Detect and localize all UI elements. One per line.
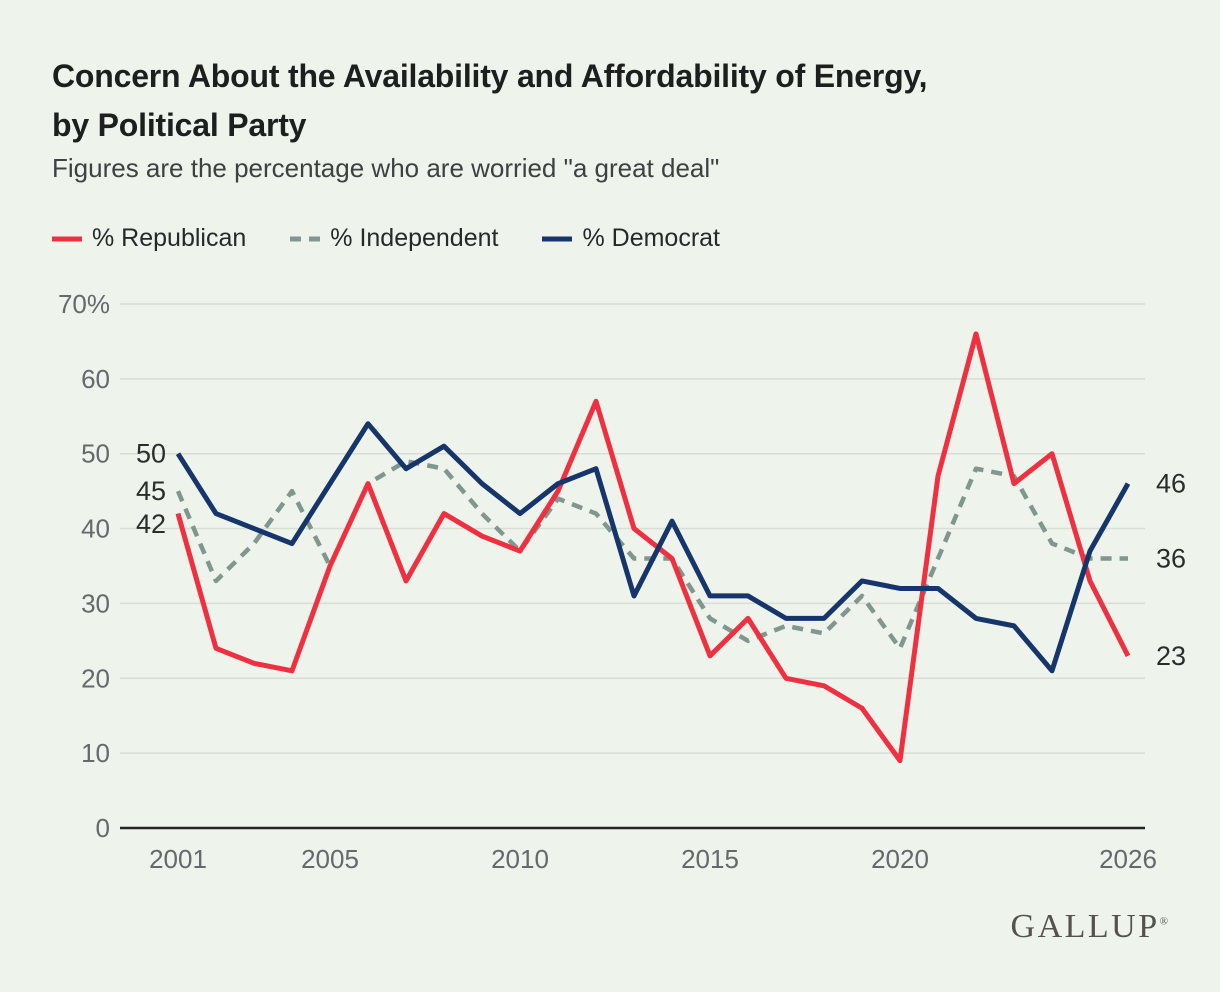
y-tick-label: 60: [81, 364, 110, 394]
republican-legend-swatch-icon: [52, 236, 82, 241]
x-tick-label: 2001: [149, 844, 207, 874]
y-tick-label: 20: [81, 663, 110, 693]
legend-label: % Independent: [330, 224, 499, 252]
legend-item-republican: % Republican: [52, 224, 246, 253]
republican-line: [175, 331, 1131, 764]
gallup-logo-text: GALLUP: [1010, 908, 1160, 945]
start-value-label-42: 42: [136, 509, 166, 539]
x-tick-label: 2010: [491, 844, 549, 874]
legend-item-independent: % Independent: [290, 224, 498, 253]
y-tick-label: 70%: [58, 289, 110, 319]
x-tick-label: 2020: [871, 844, 929, 874]
independent-legend-swatch-icon: [290, 236, 321, 241]
legend-label: % Democrat: [582, 224, 721, 252]
chart-title-line1: Concern About the Availability and Affor…: [52, 58, 928, 94]
democrat-legend-swatch-icon: [542, 236, 573, 241]
gallup-logo: GALLUP®: [1011, 908, 1168, 946]
registered-mark: ®: [1159, 915, 1168, 928]
y-tick-label: 10: [81, 738, 110, 768]
y-tick-label: 50: [81, 439, 110, 469]
x-tick-label: 2005: [301, 844, 359, 874]
end-value-label-46: 46: [1156, 469, 1186, 499]
end-value-label-23: 23: [1156, 641, 1186, 671]
legend-label: % Republican: [92, 224, 247, 252]
legend-item-democrat: % Democrat: [542, 224, 720, 253]
chart-title-line2: by Political Party: [52, 107, 307, 143]
chart-legend: % Republican % Independent % Democrat: [52, 224, 720, 253]
start-value-label-50: 50: [136, 439, 166, 469]
democrat-line: [175, 421, 1131, 674]
end-value-label-36: 36: [1156, 544, 1186, 574]
y-tick-label: 0: [96, 813, 110, 843]
y-tick-label: 30: [81, 588, 110, 618]
x-tick-label: 2026: [1099, 844, 1157, 874]
start-value-label-45: 45: [136, 476, 166, 506]
x-tick-label: 2015: [681, 844, 739, 874]
chart-title: Concern About the Availability and Affor…: [52, 52, 1182, 150]
chart-subtitle: Figures are the percentage who are worri…: [52, 153, 720, 183]
y-tick-label: 40: [81, 514, 110, 544]
